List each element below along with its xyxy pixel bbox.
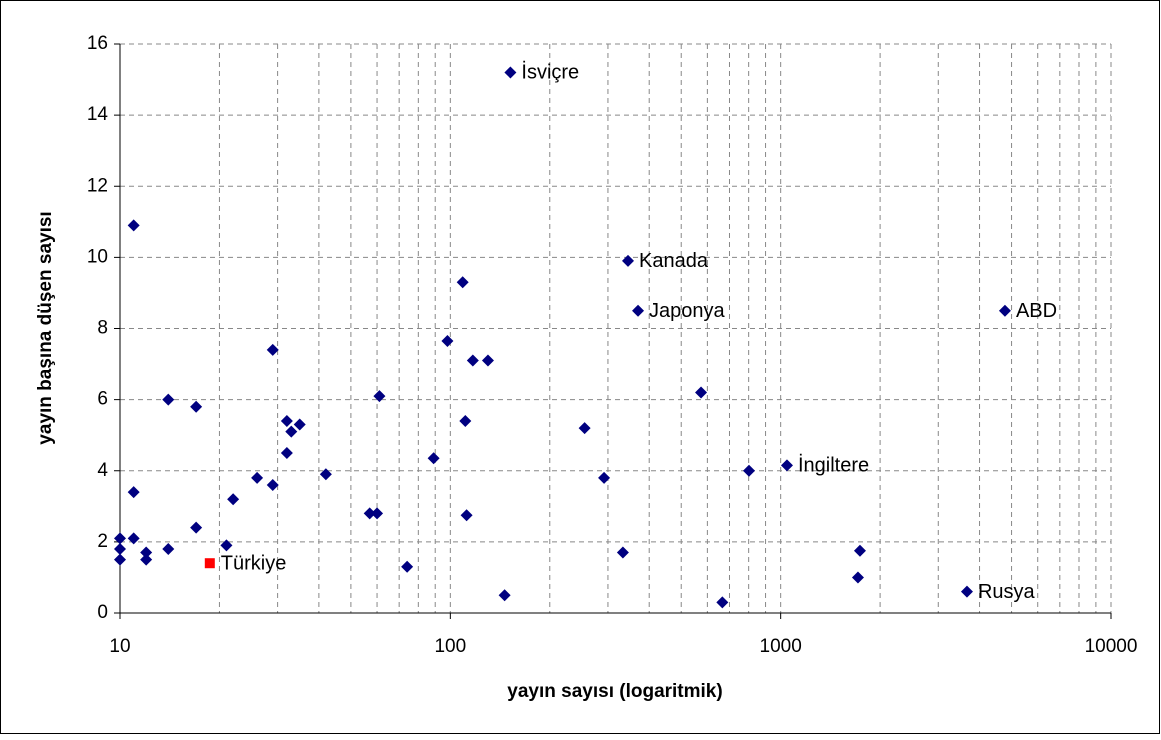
point: [780, 459, 793, 472]
point: [598, 471, 611, 484]
point: [616, 546, 629, 559]
point-label: ABD: [1016, 300, 1057, 322]
point: [632, 304, 645, 317]
point-label: İngiltere: [798, 454, 869, 477]
point-label: Kanada: [639, 250, 709, 272]
point: [853, 544, 866, 557]
point: [851, 571, 864, 584]
point: [363, 507, 376, 520]
point: [578, 422, 591, 435]
point: [456, 276, 469, 289]
point: [266, 478, 279, 491]
point-label: Japonya: [649, 300, 725, 322]
point: [227, 493, 240, 506]
point: [441, 334, 454, 347]
point: [373, 390, 386, 403]
x-tick-label: 1000: [760, 636, 802, 657]
point: [371, 507, 384, 520]
y-tick-label: 6: [97, 389, 108, 410]
point: [481, 354, 494, 367]
point: [621, 254, 634, 267]
x-tick-label: 10000: [1085, 636, 1138, 657]
point: [127, 219, 140, 232]
x-tick-label: 10: [109, 636, 130, 657]
point: [162, 393, 175, 406]
point: [220, 539, 233, 552]
point: [114, 553, 126, 566]
point: [504, 66, 517, 79]
point: [743, 464, 756, 477]
x-tick-label: 100: [434, 636, 466, 657]
point: [280, 414, 293, 427]
y-axis-label: yayın başına düşen sayısı: [35, 211, 56, 444]
point: [190, 521, 203, 534]
point: [285, 425, 298, 438]
y-tick-label: 16: [87, 33, 108, 54]
point: [459, 414, 472, 427]
point-label: İsviçre: [521, 61, 579, 84]
point: [466, 354, 479, 367]
point-label: Rusya: [978, 581, 1036, 603]
y-tick-label: 14: [87, 104, 109, 125]
point: [114, 532, 126, 545]
point: [162, 542, 175, 555]
y-tick-label: 4: [97, 460, 108, 481]
point: [190, 400, 203, 413]
point: [460, 509, 473, 522]
x-axis-label: yayın sayısı (logaritmik): [507, 681, 722, 702]
point: [319, 468, 332, 481]
point: [498, 589, 511, 602]
point: [960, 585, 973, 598]
point: [127, 532, 140, 545]
y-tick-label: 0: [97, 602, 108, 623]
point: [140, 553, 153, 566]
y-tick-label: 8: [97, 318, 108, 339]
point: [140, 546, 153, 559]
point: [251, 471, 264, 484]
point: [427, 452, 440, 465]
point: [998, 304, 1011, 317]
point: [293, 418, 306, 431]
point: [716, 596, 729, 609]
point: [204, 558, 215, 569]
point: [401, 560, 414, 573]
y-tick-label: 10: [87, 246, 108, 267]
point: [114, 542, 126, 555]
point: [266, 343, 279, 356]
point: [280, 446, 293, 459]
y-tick-label: 2: [97, 531, 108, 552]
point: [127, 486, 140, 499]
point-label: Türkiye: [221, 552, 287, 574]
y-tick-label: 12: [87, 175, 108, 196]
point: [695, 386, 708, 399]
